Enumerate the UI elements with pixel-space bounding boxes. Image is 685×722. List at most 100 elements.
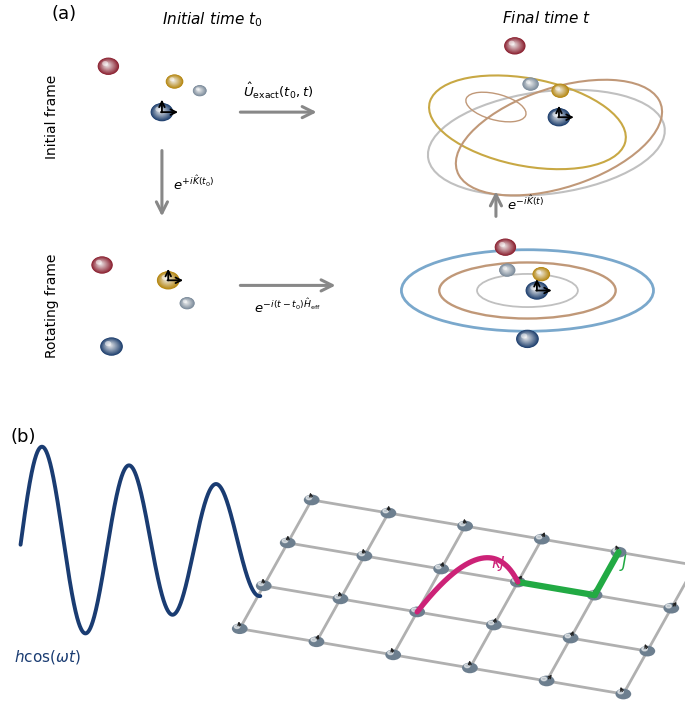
Text: Final time $t$: Final time $t$ <box>502 10 590 26</box>
Circle shape <box>554 86 565 95</box>
Circle shape <box>103 62 111 69</box>
Circle shape <box>158 108 164 114</box>
Circle shape <box>527 81 533 86</box>
Circle shape <box>666 604 671 608</box>
Circle shape <box>182 299 192 308</box>
Circle shape <box>499 242 505 247</box>
Circle shape <box>529 82 530 84</box>
Circle shape <box>525 282 548 300</box>
Circle shape <box>553 84 567 97</box>
Circle shape <box>537 271 543 276</box>
Circle shape <box>197 89 201 92</box>
Circle shape <box>589 591 595 595</box>
Circle shape <box>502 245 506 248</box>
Circle shape <box>153 105 170 118</box>
Circle shape <box>181 298 193 308</box>
Circle shape <box>192 85 207 96</box>
Circle shape <box>503 266 507 270</box>
Circle shape <box>167 75 182 87</box>
Circle shape <box>503 267 510 271</box>
Circle shape <box>183 300 190 306</box>
Circle shape <box>503 266 510 272</box>
Circle shape <box>506 39 523 53</box>
Circle shape <box>151 103 173 121</box>
Circle shape <box>523 335 530 342</box>
Circle shape <box>536 271 545 277</box>
Circle shape <box>528 82 531 84</box>
Circle shape <box>552 112 564 121</box>
Circle shape <box>553 113 562 120</box>
Circle shape <box>501 265 513 275</box>
Circle shape <box>528 82 532 84</box>
Circle shape <box>169 77 179 86</box>
Circle shape <box>527 82 532 85</box>
Circle shape <box>506 39 523 52</box>
Circle shape <box>508 40 521 51</box>
Circle shape <box>510 42 518 48</box>
Circle shape <box>523 78 538 90</box>
Circle shape <box>388 651 393 655</box>
Circle shape <box>182 299 192 307</box>
Circle shape <box>106 64 108 66</box>
Circle shape <box>98 58 119 74</box>
Circle shape <box>105 342 116 350</box>
Circle shape <box>516 330 539 348</box>
Circle shape <box>179 297 195 309</box>
Circle shape <box>101 339 121 355</box>
Circle shape <box>552 84 569 97</box>
Circle shape <box>155 107 162 112</box>
Circle shape <box>565 634 571 638</box>
Circle shape <box>106 342 114 349</box>
Circle shape <box>524 336 527 339</box>
Circle shape <box>103 61 112 69</box>
Circle shape <box>530 285 542 295</box>
Circle shape <box>499 242 510 251</box>
Circle shape <box>500 264 514 276</box>
Circle shape <box>104 63 110 68</box>
Circle shape <box>508 40 520 50</box>
Circle shape <box>509 41 519 49</box>
Circle shape <box>639 645 656 656</box>
Text: $\hat{U}_{\mathrm{exact}}(t_0,t)$: $\hat{U}_{\mathrm{exact}}(t_0,t)$ <box>243 81 314 101</box>
Circle shape <box>93 258 110 271</box>
Circle shape <box>501 244 507 248</box>
Circle shape <box>522 334 531 342</box>
Circle shape <box>509 40 514 45</box>
Text: $e^{+i\hat{K}(t_0)}$: $e^{+i\hat{K}(t_0)}$ <box>173 174 215 193</box>
Circle shape <box>554 113 562 120</box>
Circle shape <box>109 344 111 347</box>
Circle shape <box>105 342 116 350</box>
Circle shape <box>642 647 647 651</box>
Circle shape <box>562 632 578 643</box>
Circle shape <box>162 275 168 280</box>
Circle shape <box>158 109 163 113</box>
Circle shape <box>180 297 195 309</box>
Circle shape <box>503 267 510 272</box>
Circle shape <box>527 82 532 85</box>
Circle shape <box>497 240 514 254</box>
Circle shape <box>526 81 534 87</box>
Circle shape <box>157 271 179 290</box>
Circle shape <box>106 64 108 66</box>
Circle shape <box>523 78 538 90</box>
Circle shape <box>94 258 110 271</box>
Circle shape <box>153 105 169 118</box>
Circle shape <box>91 256 113 274</box>
Circle shape <box>160 273 176 287</box>
Circle shape <box>611 547 627 557</box>
Circle shape <box>158 272 178 288</box>
Circle shape <box>509 41 519 50</box>
Circle shape <box>521 334 533 344</box>
Circle shape <box>518 331 537 347</box>
Circle shape <box>195 87 204 95</box>
Circle shape <box>532 287 539 292</box>
Circle shape <box>155 106 167 116</box>
Circle shape <box>197 89 201 92</box>
Circle shape <box>156 108 166 115</box>
Circle shape <box>183 300 190 305</box>
Circle shape <box>167 76 182 87</box>
Circle shape <box>536 535 542 539</box>
Circle shape <box>521 334 532 342</box>
Circle shape <box>527 81 533 86</box>
Circle shape <box>157 108 165 115</box>
